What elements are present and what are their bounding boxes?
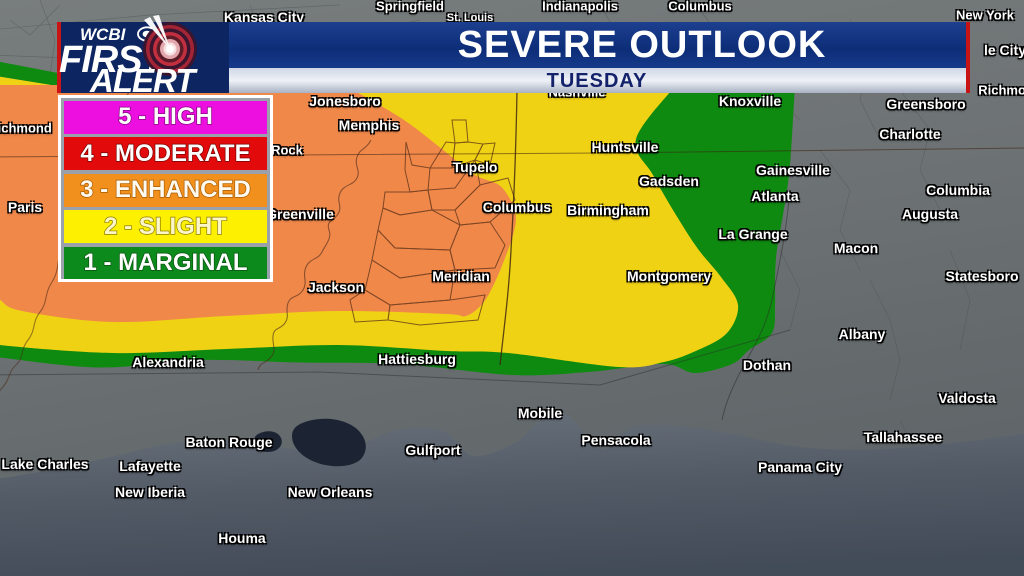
svg-text:ALERT: ALERT — [89, 62, 198, 96]
